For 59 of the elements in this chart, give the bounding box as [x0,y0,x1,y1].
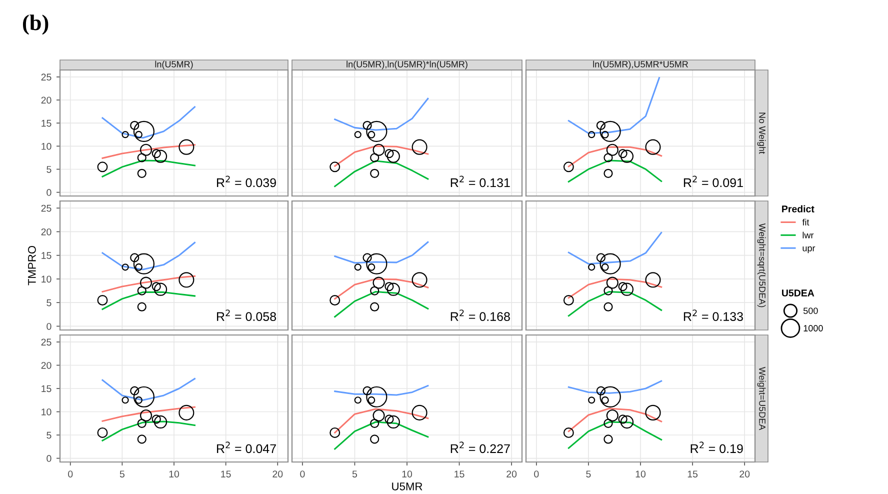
y-tick-label: 5 [46,166,52,173]
y-tick-label: 5 [46,299,52,306]
annotation: R$^{2}$ = 0.058 [217,310,276,321]
x-tick-label: 0 [300,470,305,478]
annotation: R$^{2}$ = 0.047 [217,442,276,454]
y-tick-label: 25 [41,338,52,346]
y-tick-label: 20 [41,228,52,236]
chart-title: ln(U5MR),U5MR*U5MR [593,60,688,70]
y-tick-label: 20 [41,96,52,104]
x-tick-label: 15 [688,470,698,478]
annotation: R$^{2}$ = 0.091 [684,176,743,188]
y-tick-label: 10 [42,408,52,416]
y-tick-label: 15 [42,385,52,392]
x-tick-label: 20 [272,470,283,478]
y-tick-label: 15 [42,120,52,127]
annotation: R$^{2}$ = 0.227 [450,442,510,454]
legend-label: upr [802,246,816,254]
chart-title: ln(U5MR),ln(U5MR)*ln(U5MR) [346,60,468,70]
annotation: R$^{2}$ = 0.168 [450,310,510,321]
line-series [102,406,196,422]
x-axis-title: U5MR [392,482,422,490]
x-tick-label: 10 [169,470,180,478]
x-tick-label: 15 [454,470,464,478]
x-tick-label: 20 [506,470,517,478]
y2-axis-title: No Weight [757,112,766,154]
x-tick-label: 20 [740,470,750,478]
x-tick-label: 5 [586,470,591,478]
legend-label: lwr [802,232,814,238]
legend-title: Predict [782,205,814,212]
y-tick-label: 10 [42,276,52,283]
y-tick-label: 10 [42,142,52,150]
x-tick-label: 5 [352,470,358,478]
y-tick-label: 0 [46,189,52,196]
y2-axis-title: Weight=sqrt(U5DEA) [757,223,766,308]
text: (b) [22,14,48,35]
y-tick-label: 20 [41,362,52,369]
y2-axis-title: Weight=U5DEA [757,366,766,430]
annotation: R$^{2}$ = 0.131 [450,176,510,188]
x-tick-label: 15 [221,470,231,478]
y-tick-label: 25 [41,74,52,81]
y-tick-label: 25 [41,204,52,212]
annotation: R$^{2}$ = 0.039 [217,176,276,188]
chart-title: ln(U5MR) [155,60,193,70]
y-tick-label: 0 [46,322,52,330]
y-tick-label: 15 [42,252,52,259]
x-tick-label: 5 [120,470,124,478]
y-tick-label: 5 [46,432,52,439]
legend-label: fit [802,218,810,226]
x-tick-label: 0 [534,470,539,478]
x-tick-label: 10 [636,470,646,478]
annotation: R$^{2}$ = 0.133 [684,310,743,321]
legend-label: 1000 [804,325,823,332]
annotation: R$^{2}$ = 0.19 [690,442,743,454]
x-tick-label: 0 [68,470,73,478]
y-axis-title: TMPRO [28,246,36,286]
y-tick-label: 0 [46,455,52,462]
legend-label: 500 [803,308,818,314]
x-tick-label: 10 [402,470,412,478]
legend-title: U5DEA [782,290,814,296]
